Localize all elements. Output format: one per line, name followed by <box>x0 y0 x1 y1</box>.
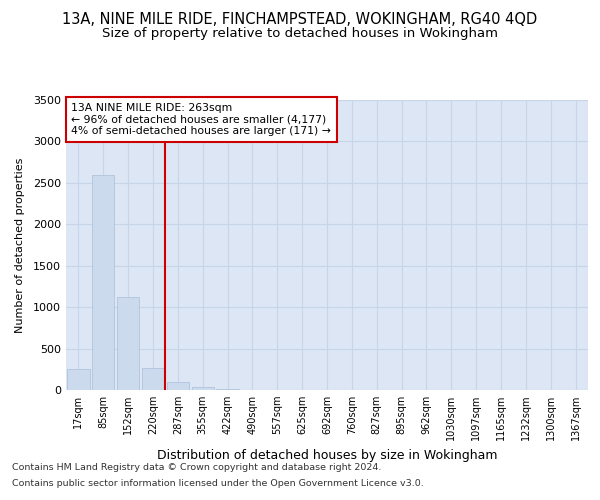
Text: 13A, NINE MILE RIDE, FINCHAMPSTEAD, WOKINGHAM, RG40 4QD: 13A, NINE MILE RIDE, FINCHAMPSTEAD, WOKI… <box>62 12 538 28</box>
Text: Contains public sector information licensed under the Open Government Licence v3: Contains public sector information licen… <box>12 478 424 488</box>
X-axis label: Distribution of detached houses by size in Wokingham: Distribution of detached houses by size … <box>157 448 497 462</box>
Bar <box>117 297 139 390</box>
Bar <box>217 388 239 390</box>
Y-axis label: Number of detached properties: Number of detached properties <box>14 158 25 332</box>
Bar <box>142 368 164 390</box>
Bar <box>167 382 189 390</box>
Text: 13A NINE MILE RIDE: 263sqm
← 96% of detached houses are smaller (4,177)
4% of se: 13A NINE MILE RIDE: 263sqm ← 96% of deta… <box>71 103 331 136</box>
Bar <box>67 369 89 390</box>
Bar <box>191 387 214 390</box>
Bar <box>92 176 115 390</box>
Text: Contains HM Land Registry data © Crown copyright and database right 2024.: Contains HM Land Registry data © Crown c… <box>12 464 382 472</box>
Text: Size of property relative to detached houses in Wokingham: Size of property relative to detached ho… <box>102 28 498 40</box>
